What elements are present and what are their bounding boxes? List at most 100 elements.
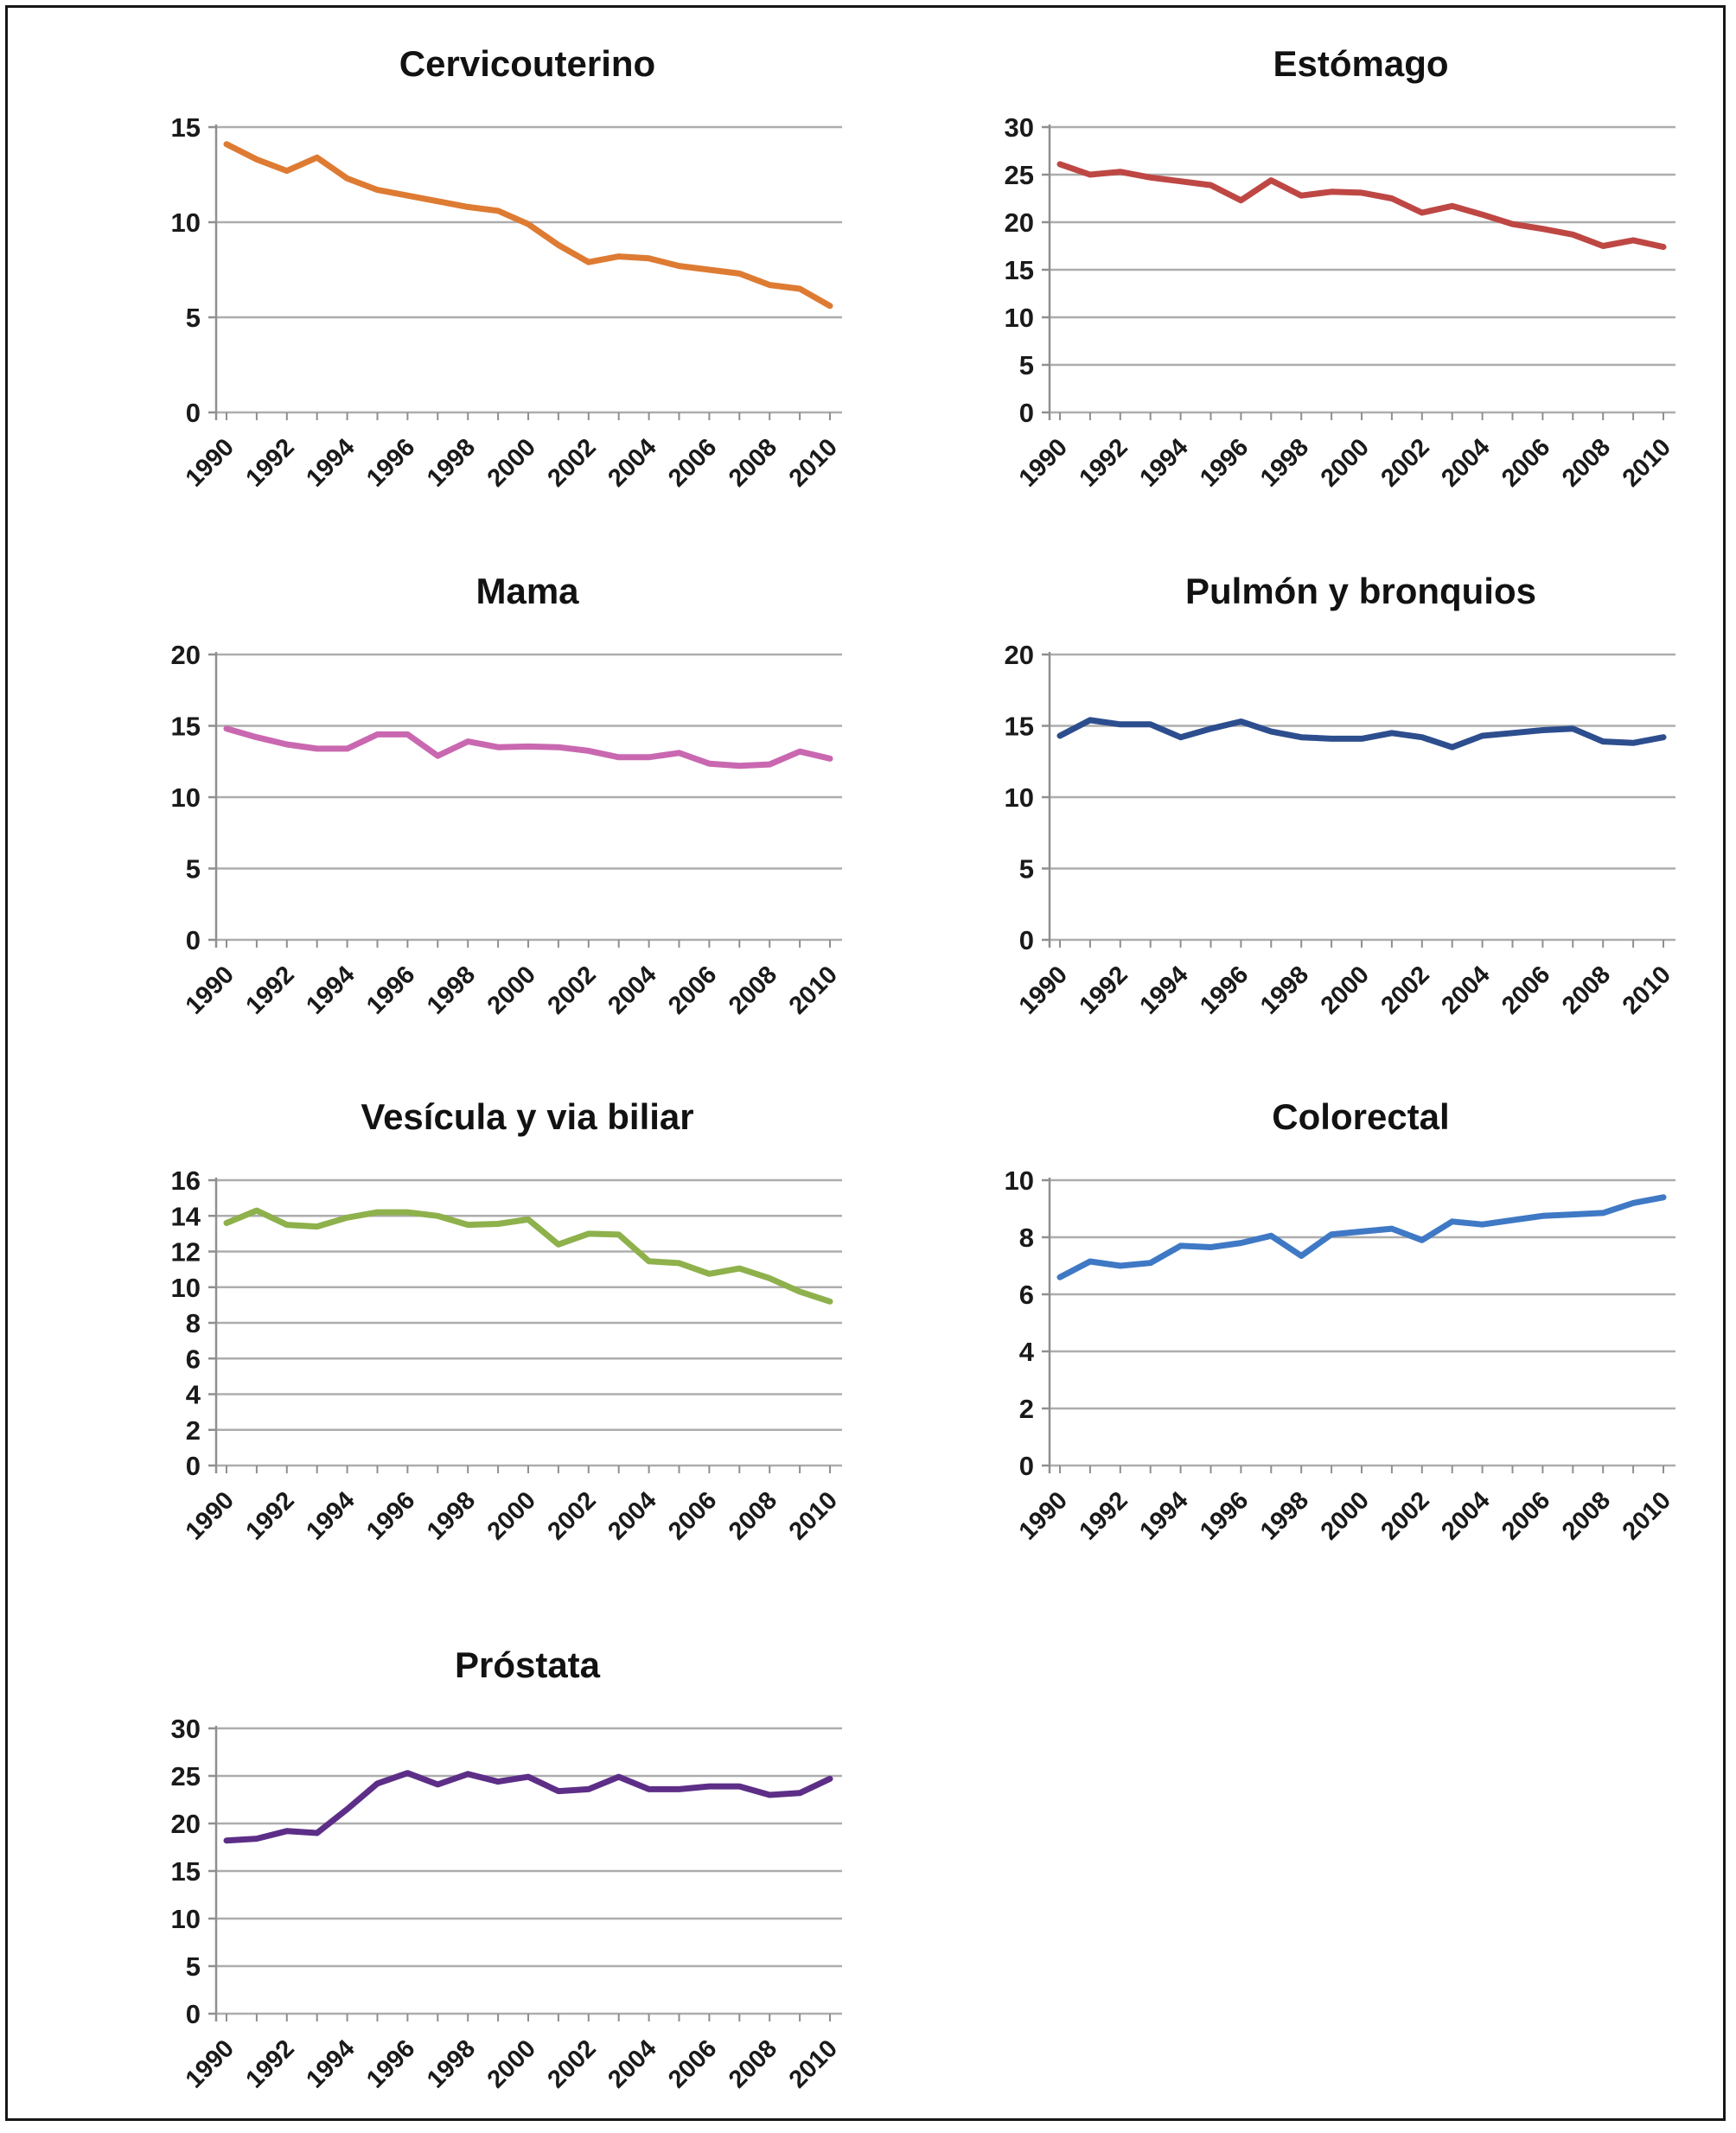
chart-colorectal: Colorectal 0 2 4 6 8 10 1990 1992 1994 1996 1998 20…	[884, 1088, 1696, 1585]
x-tick-label: 2006	[663, 433, 722, 492]
x-tick-label: 1996	[361, 961, 420, 1019]
x-tick-label: 1994	[1134, 961, 1193, 1019]
y-tick-label: 6	[186, 1344, 201, 1374]
y-tick-label: 4	[186, 1380, 201, 1410]
y-tick-label: 10	[171, 782, 201, 813]
figure-border	[5, 5, 1726, 2121]
y-tick-label: 25	[1005, 160, 1034, 190]
y-tick-label: 0	[186, 925, 201, 955]
x-tick-label: 2010	[784, 1486, 843, 1545]
y-tick-label: 15	[1005, 255, 1034, 285]
chart-prostata: Próstata 0 5 10 15 20 25 30 1990 1992 1994 1996 199…	[50, 1636, 863, 2133]
x-tick-label: 2010	[1618, 1486, 1676, 1545]
x-tick-label: 2000	[482, 433, 541, 492]
y-tick-label: 10	[1005, 782, 1034, 813]
mama-plot: 0 5 10 15 20 1990 1992 1994 1996 1998 2000 2002 2004…	[171, 640, 843, 1020]
y-tick-label: 8	[186, 1308, 201, 1338]
x-tick-label: 2006	[1497, 961, 1555, 1019]
chart-title-estomago: Estómago	[1273, 43, 1449, 84]
x-tick-label: 2000	[482, 1486, 541, 1545]
x-tick-label: 1990	[1014, 1486, 1073, 1545]
x-tick-label: 2002	[1376, 961, 1435, 1019]
x-tick-label: 1990	[1014, 961, 1073, 1019]
y-tick-label: 5	[1019, 854, 1034, 884]
x-tick-label: 1996	[1195, 433, 1254, 492]
x-tick-label: 2006	[663, 1486, 722, 1545]
x-tick-label: 1994	[1134, 1486, 1193, 1545]
x-tick-label: 1994	[301, 1486, 360, 1545]
x-tick-label: 1994	[1134, 433, 1193, 492]
pulmon-plot: 0 5 10 15 20 1990 1992 1994 1996 1998 2000 2002 2004…	[1005, 640, 1676, 1020]
chart-pulmon-y-bronquios: Pulmón y bronquios 0 5 10 15 20 1990 1992 1994 1…	[884, 562, 1696, 1059]
x-tick-label: 1990	[181, 433, 239, 492]
y-tick-label: 30	[1005, 112, 1034, 143]
y-tick-label: 15	[171, 1856, 201, 1887]
x-tick-label: 1992	[1075, 961, 1133, 1019]
y-tick-label: 15	[1005, 712, 1034, 742]
x-tick-label: 2010	[784, 2034, 843, 2093]
x-tick-label: 2010	[784, 433, 843, 492]
x-tick-label: 1992	[241, 2034, 300, 2093]
x-tick-label: 2004	[1436, 1486, 1495, 1545]
y-tick-label: 4	[1019, 1337, 1035, 1367]
x-tick-label: 2008	[724, 1486, 782, 1545]
data-line-colorectal	[1056, 1194, 1667, 1280]
data-line-est-mago	[1056, 161, 1667, 251]
x-tick-label: 2008	[724, 961, 782, 1019]
x-tick-label: 2000	[1316, 433, 1375, 492]
chart-vesicula-y-via-biliar: Vesícula y via biliar 0 2 4 6 8 10 12 14 16 1990 1…	[50, 1088, 863, 1585]
x-tick-label: 1990	[181, 2034, 239, 2093]
y-tick-label: 0	[186, 1451, 201, 1481]
x-tick-label: 1994	[301, 961, 360, 1019]
y-tick-label: 2	[1019, 1394, 1034, 1424]
y-tick-label: 5	[186, 1951, 201, 1982]
y-tick-label: 5	[1019, 350, 1034, 380]
chart-title-vesicula: Vesícula y via biliar	[361, 1096, 694, 1137]
data-line-cervicouterino	[223, 141, 833, 310]
y-tick-label: 20	[171, 1809, 201, 1839]
x-tick-label: 2002	[1376, 1486, 1435, 1545]
x-tick-label: 2004	[603, 1486, 661, 1545]
y-tick-label: 14	[171, 1201, 201, 1231]
y-tick-label: 20	[1005, 640, 1034, 670]
x-tick-label: 2006	[1497, 433, 1555, 492]
x-tick-label: 2006	[1497, 1486, 1555, 1545]
x-tick-label: 1992	[241, 961, 300, 1019]
x-tick-label: 2004	[1436, 433, 1495, 492]
x-tick-label: 2002	[1376, 433, 1435, 492]
x-tick-label: 2004	[603, 2034, 661, 2093]
x-tick-label: 2010	[784, 961, 843, 1019]
x-tick-label: 1996	[361, 433, 420, 492]
data-line-mama	[223, 725, 833, 770]
x-tick-label: 1992	[1075, 1486, 1133, 1545]
y-tick-label: 20	[171, 640, 201, 670]
x-tick-label: 1998	[422, 961, 481, 1019]
chart-cervicouterino: Cervicouterino 0 5 10 15 1990 1992 1994 1996 199…	[50, 35, 863, 532]
x-tick-label: 2008	[724, 2034, 782, 2093]
y-tick-label: 0	[1019, 925, 1034, 955]
x-tick-label: 1998	[1255, 433, 1314, 492]
data-line-pr-stata	[223, 1770, 833, 1844]
y-tick-label: 15	[171, 712, 201, 742]
y-tick-label: 5	[186, 303, 201, 333]
y-tick-label: 0	[186, 398, 201, 428]
x-tick-label: 2002	[543, 433, 602, 492]
x-tick-label: 2010	[1618, 433, 1676, 492]
y-tick-label: 30	[171, 1714, 201, 1744]
x-tick-label: 1990	[1014, 433, 1073, 492]
x-tick-label: 1990	[181, 1486, 239, 1545]
x-tick-label: 2000	[482, 961, 541, 1019]
x-tick-label: 2002	[543, 2034, 602, 2093]
y-tick-label: 15	[171, 112, 201, 143]
estomago-plot: 0 5 10 15 20 25 30 1990 1992 1994 1996 1998 2000 2002…	[1005, 112, 1676, 493]
x-tick-label: 1998	[422, 433, 481, 492]
chart-title-colorectal: Colorectal	[1272, 1096, 1450, 1137]
chart-estomago: Estómago 0 5 10 15 20 25 30 1990 1992 1994 1996 199…	[884, 35, 1696, 532]
y-tick-label: 0	[1019, 1451, 1034, 1481]
x-tick-label: 1998	[1255, 961, 1314, 1019]
chart-title-cervicouterino: Cervicouterino	[399, 43, 656, 84]
x-tick-label: 2002	[543, 1486, 602, 1545]
